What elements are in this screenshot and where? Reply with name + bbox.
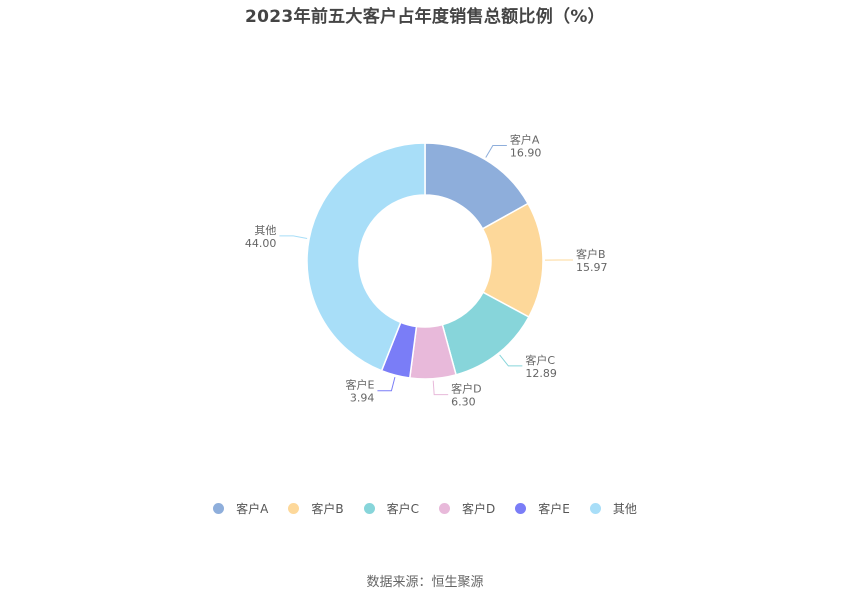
legend-item-d[interactable]: 客户D bbox=[438, 500, 496, 517]
slice-label-name-b: 客户B bbox=[576, 247, 606, 261]
legend-label: 其他 bbox=[612, 502, 637, 516]
legend-item-e[interactable]: 客户E bbox=[515, 500, 570, 517]
slice-label-name-other: 其他 bbox=[254, 224, 276, 237]
slice-label-name-d: 客户D bbox=[451, 382, 481, 396]
slice-other[interactable] bbox=[306, 142, 426, 372]
legend-marker-icon bbox=[589, 503, 601, 514]
leader-line-other bbox=[279, 235, 308, 240]
leader-line-a bbox=[485, 144, 507, 158]
leader-line-d bbox=[432, 380, 449, 396]
legend-label: 客户E bbox=[538, 502, 570, 516]
legend-label: 客户B bbox=[311, 502, 344, 516]
slice-label-value-e: 3.94 bbox=[350, 392, 375, 405]
legend-label: 客户A bbox=[236, 502, 269, 516]
slice-label-name-a: 客户A bbox=[510, 132, 540, 146]
source-note: 数据来源：恒生聚源 bbox=[366, 575, 484, 590]
slice-label-value-d: 6.30 bbox=[451, 396, 476, 409]
slice-label-value-a: 16.90 bbox=[510, 146, 542, 159]
leader-line-e bbox=[377, 377, 396, 392]
legend-label: 客户C bbox=[386, 502, 419, 516]
legend-marker-icon bbox=[438, 503, 450, 514]
slice-label-value-b: 15.97 bbox=[576, 261, 608, 274]
slice-label-name-c: 客户C bbox=[525, 353, 555, 367]
chart-title: 2023年前五大客户占年度销售总额比例（%） bbox=[245, 7, 605, 27]
slice-label-value-c: 12.89 bbox=[525, 367, 557, 380]
legend-item-b[interactable]: 客户B bbox=[288, 500, 344, 517]
legend-marker-icon bbox=[288, 503, 300, 514]
legend-marker-icon bbox=[515, 503, 527, 514]
legend-item-c[interactable]: 客户C bbox=[363, 500, 419, 517]
legend-item-a[interactable]: 客户A bbox=[213, 500, 268, 517]
legend: 客户A 客户B 客户C 客户D 客户E 其他 bbox=[0, 500, 850, 517]
legend-label: 客户D bbox=[461, 502, 496, 516]
legend-marker-icon bbox=[363, 503, 375, 514]
slice-label-value-other: 44.00 bbox=[245, 237, 277, 250]
leader-line-c bbox=[499, 354, 523, 367]
legend-marker-icon bbox=[213, 503, 225, 514]
legend-item-other[interactable]: 其他 bbox=[589, 500, 637, 517]
slice-label-name-e: 客户E bbox=[345, 378, 374, 392]
